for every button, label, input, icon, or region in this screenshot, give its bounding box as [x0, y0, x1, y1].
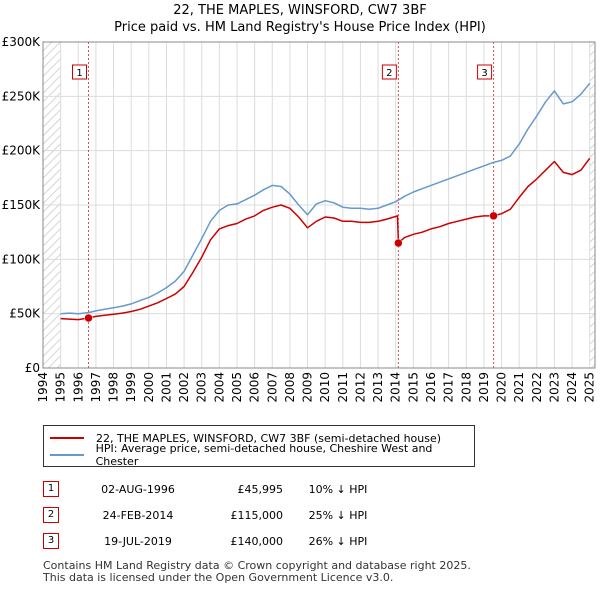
footer-copyright: Contains HM Land Registry data © Crown c… [43, 559, 471, 572]
transaction-number: 2 [43, 507, 59, 523]
x-tick-label: 2002 [177, 372, 191, 403]
series-line-property [60, 157, 591, 321]
marker-label: 1 [76, 68, 82, 79]
x-tick-label: 2014 [389, 372, 403, 403]
x-tick-label: 2005 [230, 372, 244, 403]
transaction-price: £140,000 [230, 534, 284, 548]
x-tick-label: 1994 [36, 372, 50, 403]
y-tick-label: £50K [9, 307, 41, 321]
y-tick-label: £300K [2, 35, 42, 49]
y-tick-label: £250K [2, 89, 42, 103]
price-chart: 22, THE MAPLES, WINSFORD, CW7 3BF Price … [2, 3, 597, 403]
x-tick-label: 2015 [406, 372, 420, 403]
x-tick-label: 2018 [459, 372, 473, 403]
y-tick-label: £200K [2, 144, 42, 158]
plot-frame [42, 41, 596, 369]
transaction-markers: 1 2 3 [72, 64, 498, 323]
transaction-point [84, 313, 93, 323]
x-tick-label: 2003 [195, 372, 209, 403]
x-tick-label: 2022 [530, 372, 544, 403]
legend-swatch-property [50, 437, 84, 439]
footer-licence: This data is licensed under the Open Gov… [43, 571, 394, 584]
transaction-hpi: 25% ↓ HPI [308, 508, 368, 522]
legend-label-hpi: HPI: Average price, semi-detached house,… [95, 442, 433, 468]
x-tick-label: 1999 [124, 372, 138, 403]
x-tick-label: 2012 [353, 372, 367, 403]
legend-item-property: 22, THE MAPLES, WINSFORD, CW7 3BF (semi-… [50, 430, 441, 446]
footer: Contains HM Land Registry data © Crown c… [43, 560, 583, 584]
x-tick-label: 2023 [547, 372, 561, 403]
transaction-hpi: 10% ↓ HPI [308, 482, 368, 496]
x-tick-label: 2000 [142, 372, 156, 403]
marker-label-box [477, 64, 493, 80]
chart-title: 22, THE MAPLES, WINSFORD, CW7 3BF [173, 3, 426, 18]
x-tick-label: 2020 [495, 372, 509, 403]
x-tick-label: 2006 [248, 372, 262, 403]
transaction-hpi: 26% ↓ HPI [308, 534, 368, 548]
x-tick-label: 2010 [318, 372, 332, 403]
x-tick-label: 2001 [159, 372, 173, 403]
transaction-date: 19-JUL-2019 [104, 534, 172, 548]
transactions-table: 1 02-AUG-1996 £45,995 10% ↓ HPI 2 24-FEB… [43, 476, 393, 554]
x-tick-label: 1996 [71, 372, 85, 403]
x-tick-label: 2017 [442, 372, 456, 403]
marker-label-box [72, 64, 88, 80]
y-tick-label: £150K [2, 198, 42, 212]
legend-swatch-hpi [50, 454, 84, 456]
table-row: 1 02-AUG-1996 £45,995 10% ↓ HPI [43, 476, 393, 502]
marker-label-box [381, 64, 397, 80]
marker-label: 2 [386, 68, 392, 79]
x-tick-label: 2019 [477, 372, 491, 403]
legend-item-hpi: HPI: Average price, semi-detached house,… [50, 442, 474, 468]
transaction-date: 02-AUG-1996 [101, 482, 175, 496]
y-tick-label: £100K [2, 252, 42, 266]
transaction-number: 1 [43, 481, 59, 497]
transaction-number: 3 [43, 533, 59, 549]
x-tick-label: 2021 [512, 372, 526, 403]
x-tick-label: 1998 [107, 372, 121, 403]
x-tick-label: 2009 [301, 372, 315, 403]
transaction-date: 24-FEB-2014 [102, 508, 174, 522]
x-tick-label: 2004 [212, 372, 226, 403]
table-row: 3 19-JUL-2019 £140,000 26% ↓ HPI [43, 528, 393, 554]
x-tick-label: 1997 [89, 372, 103, 403]
x-tick-label: 2024 [565, 372, 579, 403]
y-tick-label: £0 [25, 361, 40, 375]
transaction-price: £45,995 [237, 482, 284, 496]
x-tick-label: 2011 [336, 372, 350, 403]
x-tick-label: 2008 [283, 372, 297, 403]
table-row: 2 24-FEB-2014 £115,000 25% ↓ HPI [43, 502, 393, 528]
chart-subtitle: Price paid vs. HM Land Registry's House … [114, 20, 486, 35]
transaction-point [394, 238, 403, 248]
transaction-point [489, 211, 498, 221]
x-tick-label: 2007 [265, 372, 279, 403]
x-tick-label: 2025 [583, 372, 597, 403]
legend: 22, THE MAPLES, WINSFORD, CW7 3BF (semi-… [43, 425, 475, 468]
x-tick-label: 1995 [54, 372, 68, 403]
transaction-price: £115,000 [230, 508, 284, 522]
x-tick-label: 2013 [371, 372, 385, 403]
series-line-hpi [60, 82, 591, 315]
x-tick-label: 2016 [424, 372, 438, 403]
marker-label: 3 [481, 68, 487, 79]
series-lines [60, 82, 591, 321]
legend-label-property: 22, THE MAPLES, WINSFORD, CW7 3BF (semi-… [96, 431, 442, 445]
